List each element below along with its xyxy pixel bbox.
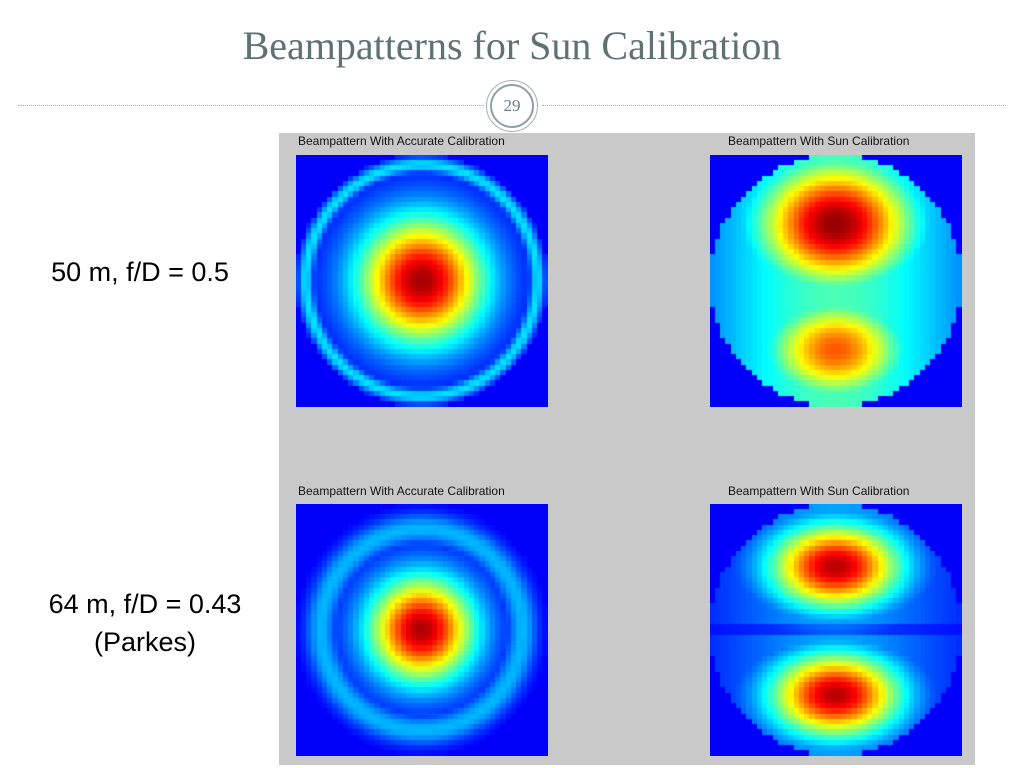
row-label-line: 64 m, f/D = 0.43 — [48, 589, 242, 619]
title-divider-right — [542, 105, 1006, 106]
beampattern-accurate-64m — [296, 504, 548, 756]
row-label-50m: 50 m, f/D = 0.5 — [20, 253, 260, 291]
slide-title: Beampatterns for Sun Calibration — [242, 23, 782, 68]
beampattern-sun-64m — [710, 504, 962, 756]
page-number: 29 — [490, 84, 534, 128]
beampattern-sun-50m — [710, 155, 962, 407]
plot-title-accurate-64m: Beampattern With Accurate Calibration — [298, 484, 505, 498]
page-number-badge: 29 — [486, 80, 538, 132]
figure-panel: Beampattern With Accurate Calibration Be… — [279, 133, 975, 765]
plot-title-accurate-50m: Beampattern With Accurate Calibration — [298, 134, 505, 148]
plot-title-sun-50m: Beampattern With Sun Calibration — [728, 134, 910, 148]
title-divider-left — [18, 105, 484, 106]
row-label-line: (Parkes) — [93, 627, 196, 657]
plot-title-sun-64m: Beampattern With Sun Calibration — [728, 484, 910, 498]
row-label-64m: 64 m, f/D = 0.43 (Parkes) — [20, 585, 270, 661]
row-label-line: 50 m, f/D = 0.5 — [51, 257, 229, 287]
beampattern-accurate-50m — [296, 155, 548, 407]
